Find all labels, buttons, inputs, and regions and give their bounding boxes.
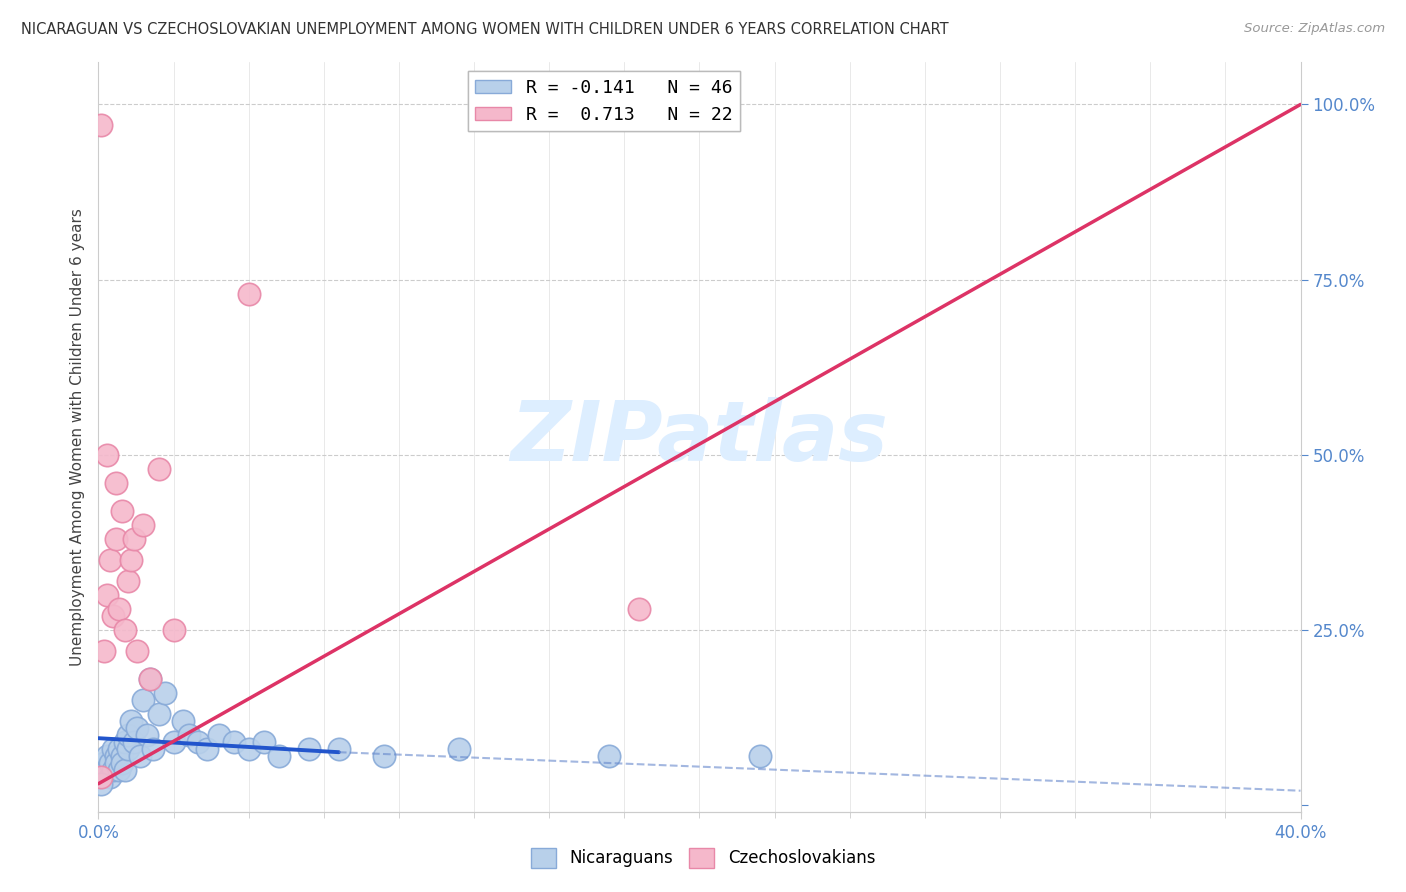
- Point: [177, 728, 200, 742]
- Point: [93, 643, 115, 657]
- Point: [162, 734, 184, 748]
- Point: [253, 734, 276, 748]
- Point: [114, 734, 136, 748]
- Point: [298, 741, 321, 756]
- Point: [100, 770, 122, 784]
- Text: ZIPatlas: ZIPatlas: [510, 397, 889, 477]
- Point: [96, 448, 118, 462]
- Point: [114, 623, 136, 637]
- Point: [328, 741, 350, 756]
- Legend: R = -0.141   N = 46, R =  0.713   N = 22: R = -0.141 N = 46, R = 0.713 N = 22: [468, 71, 740, 131]
- Point: [108, 763, 131, 777]
- Point: [117, 574, 139, 588]
- Point: [105, 748, 128, 763]
- Point: [129, 748, 152, 763]
- Point: [111, 503, 134, 517]
- Point: [105, 532, 128, 546]
- Point: [748, 748, 770, 763]
- Point: [447, 741, 470, 756]
- Point: [127, 721, 149, 735]
- Point: [141, 741, 163, 756]
- Point: [124, 532, 146, 546]
- Point: [96, 763, 118, 777]
- Point: [90, 770, 112, 784]
- Point: [90, 119, 112, 133]
- Point: [127, 643, 149, 657]
- Point: [172, 714, 194, 728]
- Point: [132, 692, 155, 706]
- Point: [238, 286, 260, 301]
- Point: [222, 734, 245, 748]
- Point: [148, 461, 170, 475]
- Point: [108, 741, 131, 756]
- Point: [103, 741, 125, 756]
- Point: [100, 756, 122, 770]
- Text: Source: ZipAtlas.com: Source: ZipAtlas.com: [1244, 22, 1385, 36]
- Point: [114, 763, 136, 777]
- Point: [187, 734, 209, 748]
- Point: [105, 756, 128, 770]
- Point: [121, 714, 143, 728]
- Point: [111, 748, 134, 763]
- Text: NICARAGUAN VS CZECHOSLOVAKIAN UNEMPLOYMENT AMONG WOMEN WITH CHILDREN UNDER 6 YEA: NICARAGUAN VS CZECHOSLOVAKIAN UNEMPLOYME…: [21, 22, 949, 37]
- Point: [153, 686, 176, 700]
- Point: [90, 777, 112, 791]
- Point: [117, 728, 139, 742]
- Point: [100, 552, 122, 566]
- Point: [162, 623, 184, 637]
- Point: [103, 763, 125, 777]
- Point: [267, 748, 290, 763]
- Point: [124, 734, 146, 748]
- Point: [90, 770, 112, 784]
- Point: [373, 748, 395, 763]
- Point: [598, 748, 620, 763]
- Point: [208, 728, 231, 742]
- Point: [111, 756, 134, 770]
- Y-axis label: Unemployment Among Women with Children Under 6 years: Unemployment Among Women with Children U…: [69, 208, 84, 666]
- Point: [108, 601, 131, 615]
- Point: [93, 756, 115, 770]
- Point: [132, 517, 155, 532]
- Point: [121, 552, 143, 566]
- Point: [628, 601, 651, 615]
- Point: [105, 475, 128, 490]
- Point: [117, 741, 139, 756]
- Point: [138, 672, 160, 686]
- Point: [238, 741, 260, 756]
- Point: [135, 728, 157, 742]
- Point: [195, 741, 218, 756]
- Point: [96, 748, 118, 763]
- Point: [93, 763, 115, 777]
- Point: [148, 706, 170, 721]
- Point: [96, 588, 118, 602]
- Legend: Nicaraguans, Czechoslovakians: Nicaraguans, Czechoslovakians: [524, 841, 882, 875]
- Point: [138, 672, 160, 686]
- Point: [103, 608, 125, 623]
